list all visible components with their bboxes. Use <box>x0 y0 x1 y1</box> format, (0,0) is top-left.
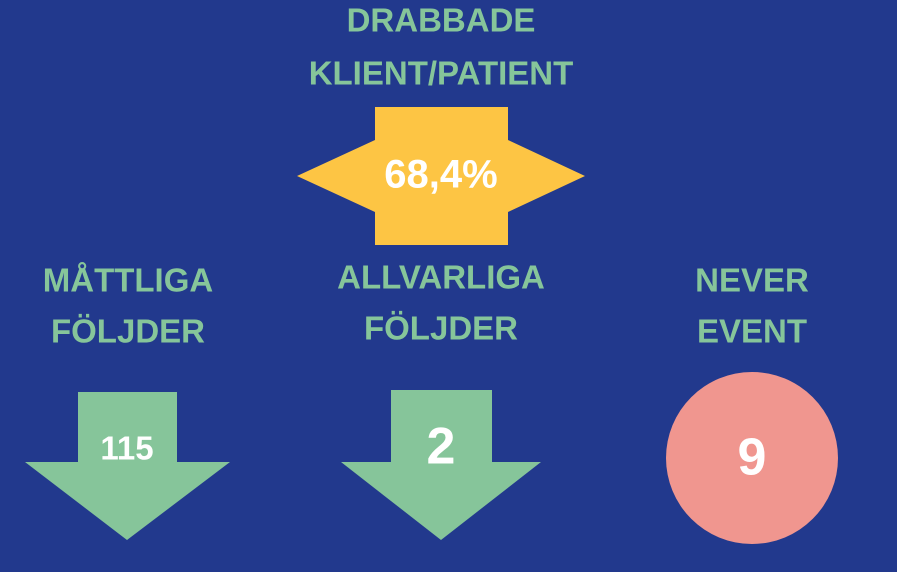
item-value: 115 <box>100 430 153 467</box>
item-value: 2 <box>427 418 456 476</box>
item-label: ALLVARLIGA <box>337 259 545 296</box>
header-value: 68,4% <box>384 153 497 197</box>
down-arrow <box>25 392 230 540</box>
item-label: MÅTTLIGA <box>43 262 213 299</box>
double-arrow <box>297 107 585 245</box>
item-label: NEVER <box>695 262 809 299</box>
item-value: 9 <box>738 429 767 487</box>
item-label: FÖLJDER <box>51 313 205 350</box>
item-label: EVENT <box>697 313 807 350</box>
title-line: DRABBADE <box>347 2 536 39</box>
circle <box>666 372 838 544</box>
down-arrow <box>341 390 541 540</box>
item-label: FÖLJDER <box>364 310 518 347</box>
title-line: KLIENT/PATIENT <box>309 55 574 92</box>
